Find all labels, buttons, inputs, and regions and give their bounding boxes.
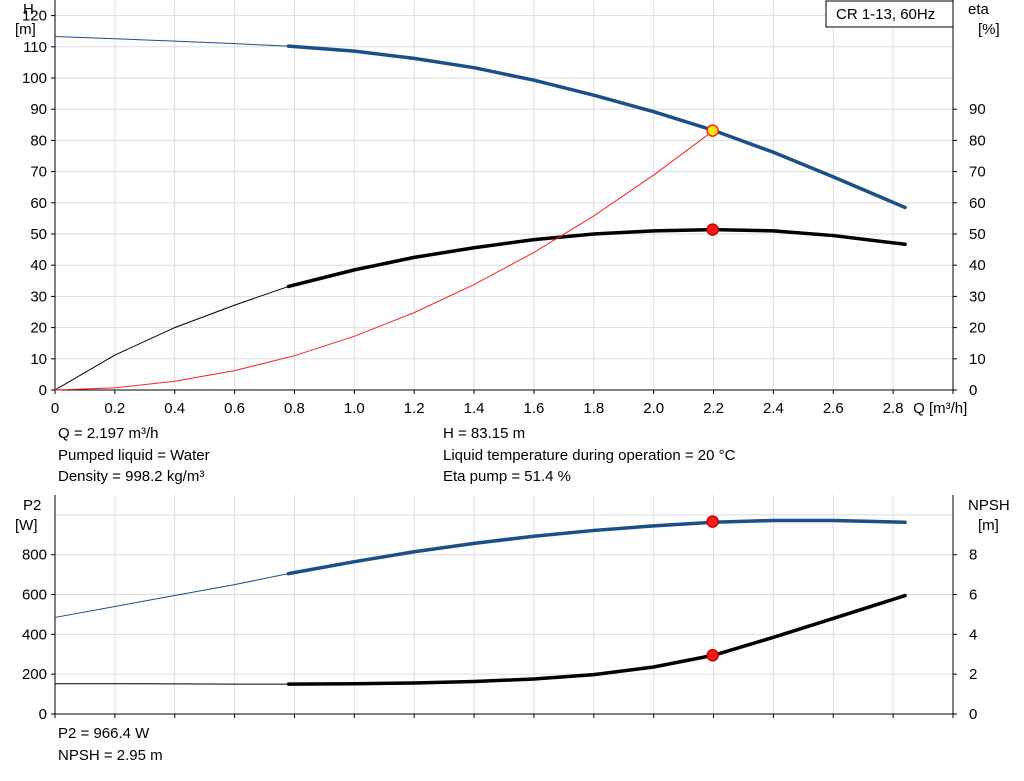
- x-tick-label: 1.0: [344, 400, 365, 417]
- y-tick-label-right: 50: [969, 226, 986, 243]
- y-tick-label-left: 80: [30, 132, 47, 149]
- x-tick-label: 0.4: [164, 400, 185, 417]
- x-tick-label: 1.4: [464, 400, 485, 417]
- y-tick-label-left: 800: [22, 547, 47, 564]
- x-tick-label: 1.6: [524, 400, 545, 417]
- y-tick-label-right: 10: [969, 351, 986, 368]
- x-tick-label: 2.6: [823, 400, 844, 417]
- y-axis-right-unit: [m]: [978, 517, 999, 534]
- series-npsh: [286, 593, 907, 686]
- x-tick-label: 2.2: [703, 400, 724, 417]
- x-tick-label: 2.4: [763, 400, 784, 417]
- x-tick-label: 0.6: [224, 400, 245, 417]
- y-tick-label-right: 60: [969, 195, 986, 212]
- y-tick-label-left: 20: [30, 320, 47, 337]
- y-axis-left-unit: [m]: [15, 21, 36, 38]
- x-tick-label: 0: [51, 400, 59, 417]
- x-tick-label: 1.8: [583, 400, 604, 417]
- y-tick-label-right: 40: [969, 257, 986, 274]
- operating-point-info-left: Q = 2.197 m³/h Pumped liquid = Water Den…: [58, 423, 210, 488]
- density-value: Density = 998.2 kg/m³: [58, 468, 205, 485]
- x-tick-label: 2.8: [883, 400, 904, 417]
- y-tick-label-left: 0: [39, 706, 47, 723]
- y-tick-label-left: 90: [30, 101, 47, 118]
- series-eta: [286, 227, 907, 289]
- x-tick-label: 2.0: [643, 400, 664, 417]
- y-tick-label-right: 70: [969, 164, 986, 181]
- y-tick-label-right: 80: [969, 132, 986, 149]
- pumped-liquid: Pumped liquid = Water: [58, 446, 210, 464]
- npsh-value: NPSH = 2.95 m: [58, 746, 163, 764]
- series-head: [286, 44, 907, 210]
- power-npsh-info: P2 = 966.4 W NPSH = 2.95 m: [58, 723, 163, 766]
- y-tick-label-left: 400: [22, 626, 47, 643]
- y-tick-label-right: 20: [969, 320, 986, 337]
- y-tick-label-left: 50: [30, 226, 47, 243]
- y-tick-label-left: 100: [22, 70, 47, 87]
- y-tick-label-right: 6: [969, 587, 977, 604]
- y-tick-label-left: 30: [30, 288, 47, 305]
- x-tick-label: 0.2: [104, 400, 125, 417]
- head-value: H = 83.15 m: [443, 425, 526, 442]
- y-tick-label-left: 120: [22, 8, 47, 25]
- p2-value: P2 = 966.4 W: [58, 725, 150, 742]
- y-axis-right-title: eta: [968, 1, 990, 18]
- operating-point-marker: [706, 223, 719, 236]
- x-axis-label: Q [m³/h]: [913, 400, 967, 417]
- y-tick-label-right: 90: [969, 101, 986, 118]
- y-tick-label-left: 0: [39, 382, 47, 399]
- y-tick-label-left: 40: [30, 257, 47, 274]
- y-tick-label-right: 0: [969, 706, 977, 723]
- liquid-temperature: Liquid temperature during operation = 20…: [443, 446, 736, 464]
- series-eta-extrapolated: [54, 285, 289, 391]
- eta-pump-value: Eta pump = 51.4 %: [443, 468, 571, 485]
- y-tick-label-left: 110: [23, 39, 47, 56]
- y-tick-label-right: 0: [969, 382, 977, 399]
- operating-point-marker: [706, 124, 719, 137]
- y-axis-left-unit: [W]: [15, 517, 38, 534]
- x-tick-label: 1.2: [404, 400, 425, 417]
- series-p2: [286, 518, 907, 576]
- y-tick-label-right: 4: [969, 626, 977, 643]
- y-tick-label-right: 30: [969, 288, 986, 305]
- y-tick-label-left: 10: [30, 351, 47, 368]
- series-p2-extrapolated: [54, 573, 289, 618]
- x-tick-label: 0.8: [284, 400, 305, 417]
- y-tick-label-left: 70: [30, 164, 47, 181]
- y-axis-right-unit: [%]: [978, 21, 1000, 38]
- flow-value: Q = 2.197 m³/h: [58, 425, 159, 442]
- series-head-extrapolated: [54, 36, 289, 47]
- y-tick-label-right: 8: [969, 547, 977, 564]
- legend-box: [825, 0, 954, 28]
- y-axis-left-title: H: [23, 1, 34, 18]
- operating-point-info-right: H = 83.15 m Liquid temperature during op…: [443, 423, 735, 488]
- y-tick-label-left: 600: [22, 587, 47, 604]
- series-system: [54, 130, 714, 391]
- y-tick-label-left: 200: [22, 666, 47, 683]
- y-tick-label-right: 2: [969, 666, 977, 683]
- y-axis-left-title: P2: [23, 497, 41, 514]
- operating-point-marker: [706, 649, 719, 662]
- legend-label: CR 1-13, 60Hz: [836, 6, 935, 23]
- y-axis-right-title: NPSH: [968, 497, 1010, 514]
- operating-point-marker: [706, 515, 719, 528]
- y-tick-label-left: 60: [30, 195, 47, 212]
